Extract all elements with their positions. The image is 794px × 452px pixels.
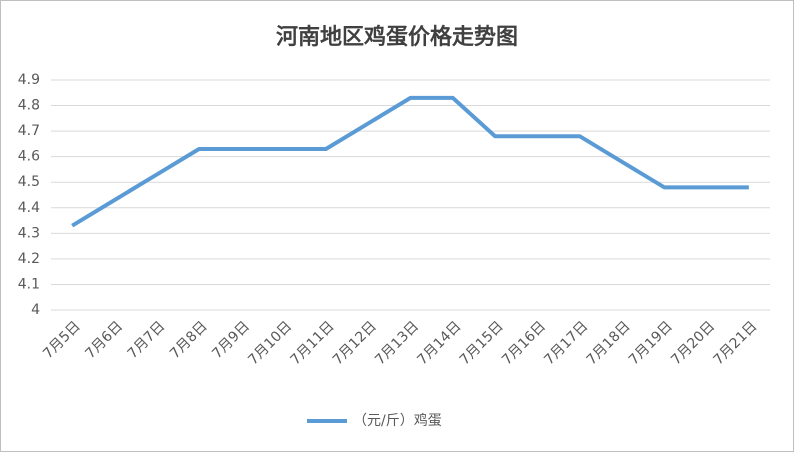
y-tick-label: 4 <box>31 302 40 318</box>
data-line <box>71 95 749 228</box>
y-tick-label: 4.7 <box>18 123 40 139</box>
chart-title: 河南地区鸡蛋价格走势图 <box>276 24 518 50</box>
y-tick-label: 4.5 <box>18 174 40 190</box>
y-tick-label: 4.9 <box>18 72 40 88</box>
y-tick-label: 4.3 <box>18 225 40 241</box>
y-tick-label: 4.6 <box>18 149 40 165</box>
y-tick-label: 4.8 <box>18 98 40 114</box>
legend-label: （元/斤）鸡蛋 <box>353 412 442 429</box>
y-tick-label: 4.1 <box>18 276 40 292</box>
y-tick-label: 4.2 <box>18 251 40 267</box>
y-tick-label: 4.4 <box>18 200 40 216</box>
